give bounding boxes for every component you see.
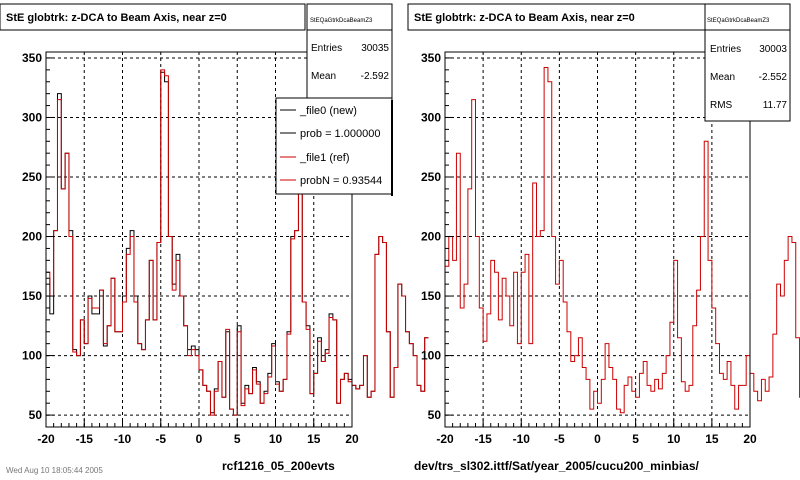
left-y-tick-label: 200 bbox=[22, 230, 42, 244]
left-x-tick-label: -15 bbox=[76, 432, 94, 446]
left-stats-box bbox=[306, 3, 393, 99]
left-x-tick-label: 15 bbox=[307, 432, 321, 446]
right-y-tick-label: 200 bbox=[421, 230, 441, 244]
right-x-tick-label: 20 bbox=[743, 432, 757, 446]
left-stats-entries-value: 30035 bbox=[361, 43, 389, 54]
right-x-tick-label: 0 bbox=[594, 432, 601, 446]
legend-box bbox=[275, 97, 393, 195]
left-title: StE globtrk: z-DCA to Beam Axis, near z=… bbox=[6, 12, 227, 24]
footer-text: Wed Aug 10 18:05:44 2005 bbox=[6, 466, 103, 475]
left-x-tick-label: 5 bbox=[234, 432, 241, 446]
right-y-tick-label: 350 bbox=[421, 51, 441, 65]
left-stats-mean-label: Mean bbox=[311, 71, 336, 82]
left-stats-entries-label: Entries bbox=[311, 43, 342, 54]
left-caption: rcf1216_05_200evts bbox=[222, 459, 335, 473]
left-x-tick-label: -5 bbox=[155, 432, 166, 446]
right-x-tick-label: 15 bbox=[705, 432, 719, 446]
right-title-box bbox=[407, 3, 706, 31]
right-y-tick-label: 300 bbox=[421, 110, 441, 124]
right-plot-area: -20 -15 -10 -5 0 5 10 15 20 50 100 150 200 250 300 350 bbox=[421, 51, 800, 446]
left-panel: StE globtrk: z-DCA to Beam Axis, near z=… bbox=[0, 3, 429, 475]
legend-label-probn: probN = 0.93544 bbox=[300, 175, 382, 187]
left-y-tick-label: 300 bbox=[22, 110, 42, 124]
right-stats-mean-value: -2.552 bbox=[759, 72, 788, 83]
right-x-tick-label: 5 bbox=[632, 432, 639, 446]
left-y-tick-label: 250 bbox=[22, 170, 42, 184]
right-x-tick-label: -10 bbox=[513, 432, 531, 446]
right-y-tick-label: 100 bbox=[421, 349, 441, 363]
right-panel: StE globtrk: z-DCA to Beam Axis, near z=… bbox=[407, 3, 800, 473]
right-series--file1-ref- bbox=[445, 66, 800, 414]
left-x-tick-label: 10 bbox=[269, 432, 283, 446]
left-stats-mean-value: -2.592 bbox=[361, 71, 390, 82]
left-legend: _file0 (new) prob = 1.000000 _file1 (ref… bbox=[275, 97, 393, 196]
right-x-tick-label: 10 bbox=[667, 432, 681, 446]
right-caption: dev/trs_sl302.ittf/Sat/year_2005/cucu200… bbox=[414, 459, 699, 473]
left-x-tick-label: 20 bbox=[345, 432, 359, 446]
right-stats-rms-label: RMS bbox=[710, 100, 733, 111]
right-y-tick-label: 150 bbox=[421, 289, 441, 303]
left-y-tick-label: 50 bbox=[29, 408, 43, 422]
right-stats-mean-label: Mean bbox=[710, 72, 735, 83]
left-title-box bbox=[0, 3, 306, 31]
right-x-tick-label: -5 bbox=[554, 432, 565, 446]
left-stats-name: StEQaGtrkDcaBeamZ3 bbox=[310, 18, 373, 24]
right-stats-entries-value: 30003 bbox=[759, 44, 787, 55]
right-stats-box bbox=[704, 3, 791, 122]
legend-label-prob: prob = 1.000000 bbox=[300, 128, 380, 140]
legend-label-ref: _file1 (ref) bbox=[299, 152, 350, 164]
left-x-tick-label: -10 bbox=[114, 432, 132, 446]
left-plot-area: -20 -15 -10 -5 0 5 10 15 20 50 100 150 200 250 300 350 bbox=[22, 51, 429, 446]
left-x-tick-label: 0 bbox=[196, 432, 203, 446]
left-y-tick-label: 150 bbox=[22, 289, 42, 303]
right-x-tick-label: -15 bbox=[474, 432, 492, 446]
right-stats-rms-value: 11.77 bbox=[763, 100, 788, 111]
left-x-tick-label: -20 bbox=[37, 432, 55, 446]
right-stats-entries-label: Entries bbox=[710, 44, 741, 55]
left-y-tick-label: 100 bbox=[22, 349, 42, 363]
legend-label-new: _file0 (new) bbox=[299, 105, 357, 117]
right-x-tick-label: -20 bbox=[436, 432, 454, 446]
right-y-tick-label: 50 bbox=[428, 408, 442, 422]
left-y-tick-label: 350 bbox=[22, 51, 42, 65]
left-series--file1-ref- bbox=[46, 69, 429, 416]
right-stats-name: StEQaGtrkDcaBeamZ3 bbox=[707, 18, 770, 24]
right-title: StE globtrk: z-DCA to Beam Axis, near z=… bbox=[414, 12, 635, 24]
right-y-tick-label: 250 bbox=[421, 170, 441, 184]
